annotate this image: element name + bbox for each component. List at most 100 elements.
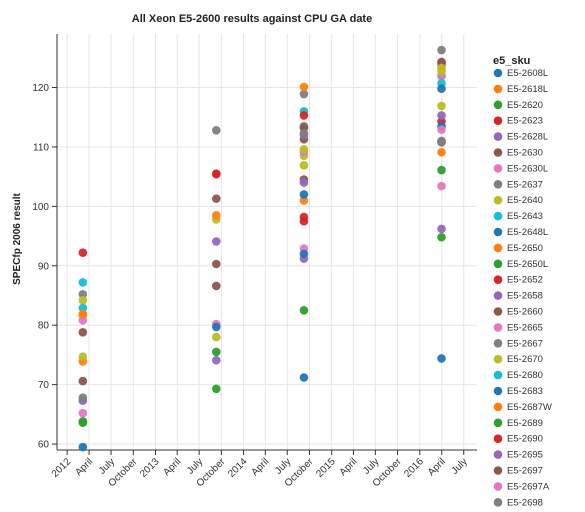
y-tick-label: 60 [38,440,50,451]
data-point [437,181,446,191]
legend-swatch [493,466,503,475]
data-point [212,355,221,365]
legend-swatch [493,116,503,125]
data-point [437,57,446,67]
x-tick-label: April [338,456,360,478]
legend-swatch [493,180,503,189]
legend-swatch [493,291,503,300]
legend-swatch [493,211,503,221]
x-tick-label: 2013 [138,456,162,480]
data-point [78,278,88,287]
legend-swatch [493,164,503,173]
data-point [437,111,446,120]
data-point [212,384,221,394]
legend-entry: E5-2608L [507,68,548,79]
legend-swatch [493,100,503,110]
data-point [437,147,446,157]
legend-swatch [493,68,503,78]
legend-entry: E5-2660 [507,307,543,318]
data-point [78,393,88,403]
legend-entry: E5-2640 [507,195,543,206]
data-point [299,196,309,205]
data-point [299,89,309,99]
data-point [212,332,221,342]
legend-entry: E5-2670 [507,354,543,365]
data-point [437,354,446,363]
legend-entry: E5-2652 [507,275,543,286]
legend-swatch [493,450,503,459]
data-point [299,144,309,154]
data-point [212,210,221,220]
legend-entry: E5-2689 [507,418,543,429]
data-point [212,237,221,246]
data-point [299,178,309,187]
data-point [437,232,446,242]
legend-swatch [493,354,503,364]
x-tick-label: April [426,456,448,478]
y-tick-label: 70 [38,380,50,391]
data-point [437,84,446,93]
legend-swatch [493,307,503,316]
data-point [78,352,88,361]
x-tick-label: July [449,456,469,476]
x-tick-label: 2016 [402,456,426,480]
data-point [212,281,221,291]
legend-swatch [493,227,503,237]
data-point [78,309,88,319]
data-point [78,289,88,299]
data-point [78,376,88,386]
legend-entry: E5-2698 [507,497,543,508]
data-point [78,417,88,426]
points-layer [78,45,446,452]
y-tick-label: 80 [38,321,50,332]
legend-swatch [493,386,503,396]
legend-entry: E5-2687W [507,402,552,413]
legend-swatch [493,339,503,348]
legend-swatch [493,243,503,253]
y-tick-label: 90 [38,261,50,272]
data-point [78,328,88,337]
legend-swatch [493,482,503,491]
legend-entry: E5-2658 [507,291,543,302]
legend-entry: E5-2648L [507,227,548,238]
data-point [437,137,446,146]
data-point [437,101,446,111]
chart-title: All Xeon E5-2600 results against CPU GA … [132,13,372,25]
legend: e5_sku E5-2608L E5-2618L E5-2620 E5-2623 E5-… [493,55,552,508]
data-point [299,128,309,138]
data-point [299,249,309,259]
legend-swatch [493,259,503,269]
legend-entry: E5-2680 [507,370,543,381]
data-point [212,169,221,179]
legend-entry: E5-2690 [507,434,543,445]
data-point [437,165,446,175]
grid-layer [57,34,477,450]
y-tick-label: 120 [32,83,49,94]
legend-swatch [493,132,503,141]
legend-entry: E5-2618L [507,84,548,95]
x-tick-label: 2015 [314,456,338,480]
legend-entry: E5-2628L [507,132,548,143]
data-point [299,373,309,382]
legend-entry: E5-2630L [507,163,548,174]
x-tick-label: April [73,456,95,478]
data-point [78,316,88,325]
legend-title: e5_sku [493,55,530,67]
data-point [437,45,446,55]
data-point [78,295,88,305]
x-tick-label: April [161,456,183,478]
data-point [212,347,221,357]
legend-swatch [493,323,503,332]
y-tick-label: 110 [33,142,49,153]
x-tick-label: 2014 [226,456,250,480]
legend-entry: E5-2697A [507,481,550,492]
legend-swatch [493,148,503,157]
legend-swatch [493,434,503,444]
x-tick-label: April [250,456,272,478]
data-point [78,408,88,418]
legend-entry: E5-2643 [507,211,543,222]
legend-entry: E5-2697 [507,466,543,477]
data-point [299,306,309,315]
